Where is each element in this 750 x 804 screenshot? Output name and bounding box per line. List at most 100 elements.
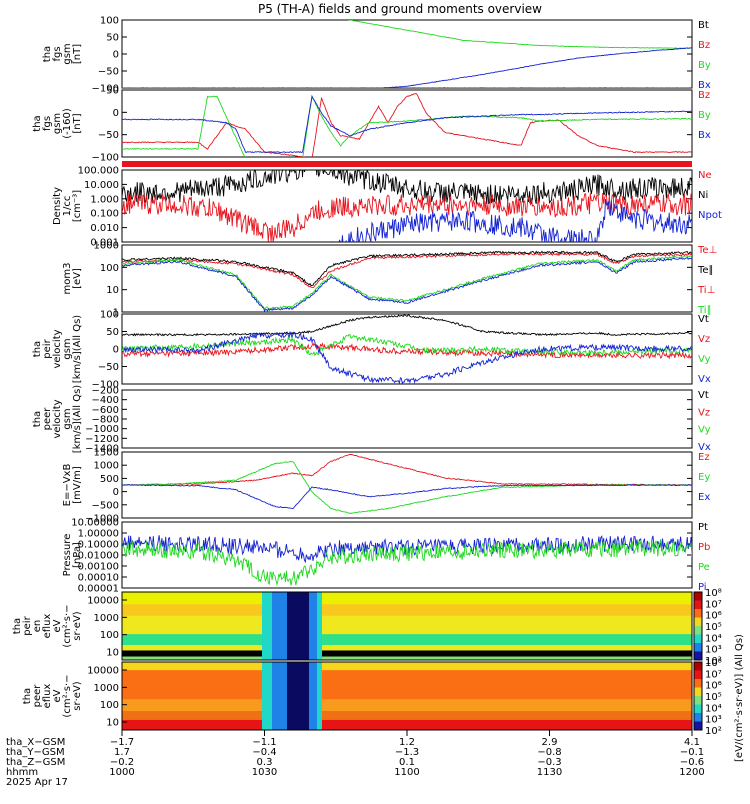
y-tick-label: 0 xyxy=(113,108,119,119)
colorbar-swatch xyxy=(694,679,702,688)
y-tick-label: 100 xyxy=(100,700,119,711)
legend-label: Te⊥ xyxy=(697,245,717,256)
y-tick-label: 10.000 xyxy=(84,180,119,191)
y-axis-label-line: fgs xyxy=(52,46,63,61)
y-axis-label-line: (cm²·s·− xyxy=(62,674,73,717)
legend-label: Ni xyxy=(698,190,708,201)
y-axis-label-line: eflux xyxy=(42,614,53,639)
legend-label: Bz xyxy=(698,40,710,51)
y-tick-label: 100 xyxy=(100,310,119,321)
y-tick-label: −1000 xyxy=(85,514,119,525)
colorbar-tick-label: 10⁷ xyxy=(705,669,722,680)
y-tick-label: 1.00000 xyxy=(78,529,119,540)
colorbar-swatch xyxy=(694,600,702,610)
colorbar-tick-label: 10³ xyxy=(705,645,722,656)
x-row-label: hhmm xyxy=(6,767,38,778)
heatmap-band xyxy=(122,719,692,730)
colorbar-swatch xyxy=(694,634,702,644)
x-tick-label: −0.6 xyxy=(680,757,704,768)
legend-label: Bx xyxy=(698,130,711,141)
panel-frame xyxy=(121,89,693,158)
y-axis-label-line: peir xyxy=(22,615,33,635)
legend-label: Vy xyxy=(698,354,711,365)
colorbar-swatch xyxy=(694,696,702,705)
y-tick-label: 500 xyxy=(100,474,119,485)
colorbar-tick-label: 10³ xyxy=(705,715,722,726)
series-line-Ti∥ xyxy=(122,256,692,312)
separator-strip xyxy=(122,161,692,167)
x-tick-label: −0.4 xyxy=(252,747,276,758)
legend-label: Vx xyxy=(698,442,711,453)
x-tick-label: −0.1 xyxy=(680,747,704,758)
legend-label: Bz xyxy=(698,90,710,101)
y-tick-label: −500 xyxy=(92,500,119,511)
y-tick-label: −600 xyxy=(92,405,119,416)
y-tick-label: 10000 xyxy=(87,596,119,607)
y-axis-label-line: [nT] xyxy=(72,44,83,64)
heatmap-band xyxy=(122,670,692,700)
colorbar-tick-label: 10² xyxy=(705,656,722,667)
y-axis-label-line: mom3 xyxy=(62,263,73,295)
series-line-By xyxy=(122,94,692,157)
colorbar-tick-label: 10⁸ xyxy=(705,588,722,599)
heatmap-band xyxy=(122,634,692,646)
y-axis-label-line: (cm²·s·− xyxy=(62,604,73,647)
panel-1: 100 50 0 −50 −100 tha fgs gsm [nT] Bt Bz By Bx xyxy=(42,16,711,95)
legend-label: Ti⊥ xyxy=(697,285,715,296)
y-tick-label: −200 xyxy=(92,386,119,397)
date-label: 2025 Apr 17 xyxy=(6,777,68,788)
colorbar-tick-label: 10⁵ xyxy=(705,692,722,703)
y-tick-label: 1000 xyxy=(94,461,119,472)
heatmap-band xyxy=(122,615,692,635)
colorbar-swatch xyxy=(694,592,702,601)
legend-label: Vt xyxy=(698,314,709,325)
y-axis-label-line: eV xyxy=(52,689,63,702)
y-tick-label: 50 xyxy=(106,327,119,338)
y-tick-label: 0.010 xyxy=(90,223,119,234)
y-tick-label: 10.00000 xyxy=(71,518,119,529)
colorbar-swatch xyxy=(694,643,702,652)
y-tick-label: 1000 xyxy=(94,613,119,624)
y-axis-label-line: [nT] xyxy=(72,113,83,133)
colorbar-tick-label: 10⁶ xyxy=(705,611,722,622)
legend-label: Vy xyxy=(698,425,711,436)
x-tick-label: 0.3 xyxy=(257,757,273,768)
series-line-Bz xyxy=(122,93,692,157)
colorbar-tick-label: 10⁸ xyxy=(705,658,722,669)
legend-label: Ne xyxy=(698,170,712,181)
y-tick-label: 0 xyxy=(113,487,119,498)
panel-4: 1000 100 10 1 mom3 [eV] Te⊥ Te∥ Ti⊥ Ti∥ xyxy=(62,241,717,319)
x-tick-label: −1.7 xyxy=(110,737,134,748)
legend-label: Vt xyxy=(698,390,709,401)
y-tick-label: −1000 xyxy=(85,424,119,435)
y-axis-label-line: fgs xyxy=(42,116,53,131)
y-axis-label-line: sr·eV) xyxy=(72,681,83,710)
series-line-Ex xyxy=(122,484,692,510)
heatmap-band xyxy=(122,656,692,660)
y-tick-label: 100 xyxy=(100,263,119,274)
panel-8: 10.000001.000000.100000.010000.001000.00… xyxy=(62,518,710,595)
y-axis-label-line: peer xyxy=(42,407,53,431)
y-tick-label: −1400 xyxy=(85,444,119,455)
legend-label: Ex xyxy=(698,492,710,503)
series-line-Ez xyxy=(122,453,692,486)
y-tick-label: 100 xyxy=(100,630,119,641)
y-tick-label: 1500 xyxy=(94,448,119,459)
y-tick-label: −100 xyxy=(92,153,119,164)
y-tick-label: 0 xyxy=(113,50,119,61)
legend-label: Vz xyxy=(698,407,710,418)
colorbar-tick-label: 10⁵ xyxy=(705,622,722,633)
y-axis-label-line: (-160) xyxy=(62,108,73,139)
panel-7: 1500 1000 500 0 −500 −1000 E=−VxB [mV/m] Ez Ey Ex xyxy=(62,448,710,525)
y-axis-label-line: Pressure xyxy=(62,534,73,577)
y-tick-label: −800 xyxy=(92,415,119,426)
colorbar-swatch xyxy=(694,662,702,671)
y-axis-label-line: velocity xyxy=(52,399,63,438)
y-axis-label-line: [km/s](All Qs) xyxy=(72,385,83,453)
y-tick-label: 0.100 xyxy=(90,209,119,220)
panel-6: −200−400−600−800−1000−1200−1400 tha peer ve… xyxy=(32,385,711,455)
x-tick-label: 1000 xyxy=(109,767,134,778)
y-axis-label-line: gsm xyxy=(62,338,73,359)
